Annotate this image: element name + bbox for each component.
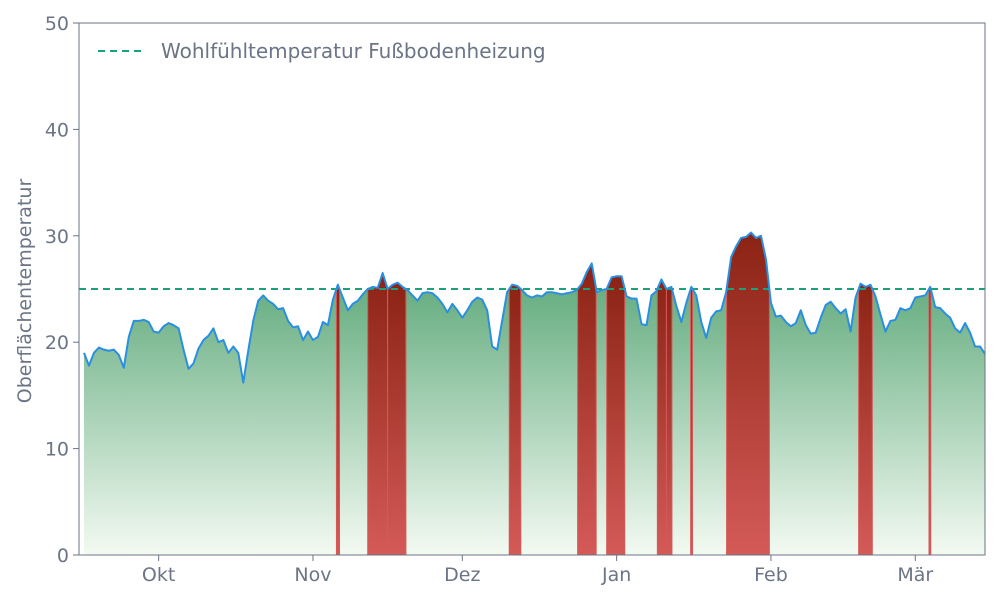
y-axis-title: Oberflächentemperatur xyxy=(14,179,36,404)
x-tick-label: Dez xyxy=(444,564,480,586)
exceedance-region xyxy=(335,283,341,556)
exceedance-region xyxy=(656,278,667,556)
exceedance-region xyxy=(508,284,522,556)
legend: Wohlfühltemperatur Fußbodenheizung xyxy=(98,39,546,63)
exceedance-region xyxy=(367,271,389,556)
temperature-area xyxy=(83,232,985,555)
exceedance-region xyxy=(928,285,932,556)
exceedance-region xyxy=(387,282,407,556)
x-tick-label: Okt xyxy=(142,564,175,586)
exceedance-region xyxy=(665,286,673,556)
exceedance-region xyxy=(858,282,873,556)
y-tick-label: 0 xyxy=(57,545,69,567)
y-tick-label: 50 xyxy=(45,13,69,35)
y-tick-label: 10 xyxy=(45,439,69,461)
x-tick-label: Mär xyxy=(897,564,933,586)
plot-area xyxy=(79,231,986,556)
y-tick-label: 40 xyxy=(45,119,69,141)
x-axis: Okt Nov Dez Jan Feb Mär xyxy=(142,555,933,586)
x-tick-label: Feb xyxy=(754,564,788,586)
exceedance-region xyxy=(606,275,626,556)
exceedance-region xyxy=(726,231,770,556)
x-tick-label: Jan xyxy=(601,564,631,586)
temperature-line xyxy=(83,231,986,384)
y-axis: 0 10 20 30 40 50 xyxy=(45,13,79,567)
exceedance-region xyxy=(577,262,597,556)
x-tick-label: Nov xyxy=(294,564,331,586)
exceedance-region xyxy=(690,285,694,556)
plot-frame xyxy=(78,22,986,556)
legend-threshold-label: Wohlfühltemperatur Fußbodenheizung xyxy=(161,39,546,63)
y-tick-label: 30 xyxy=(45,226,69,248)
y-tick-label: 20 xyxy=(45,332,69,354)
